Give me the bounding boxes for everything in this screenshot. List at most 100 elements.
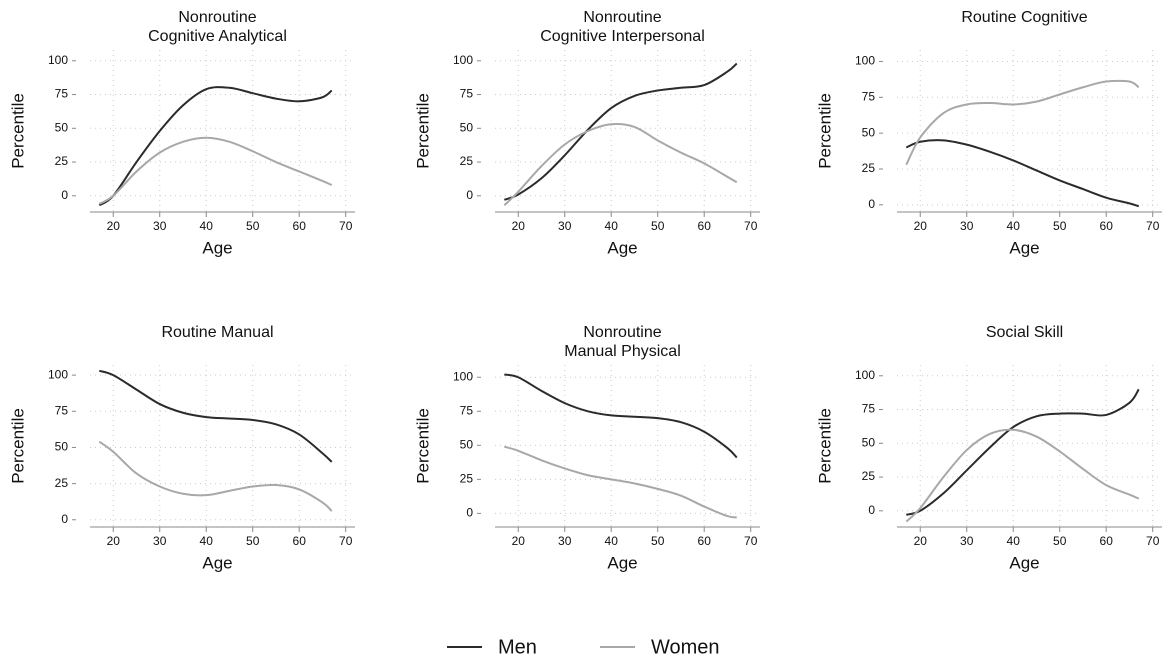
- y-tick-label: 25: [862, 469, 876, 483]
- x-tick-label: 70: [339, 534, 353, 548]
- x-tick-label: 60: [698, 534, 712, 548]
- x-tick-label: 60: [1100, 219, 1114, 233]
- series-line: [503, 62, 738, 201]
- y-axis-label: Percentile: [413, 93, 432, 169]
- chart-title: Nonroutine: [583, 9, 661, 26]
- x-tick-label: 20: [512, 219, 526, 233]
- series-line: [504, 445, 737, 519]
- x-tick-label: 50: [246, 534, 260, 548]
- y-tick-label: 0: [868, 503, 875, 517]
- chart-title: Cognitive Interpersonal: [540, 28, 705, 45]
- y-tick-label: 100: [453, 53, 473, 67]
- chart-title: Manual Physical: [564, 343, 681, 360]
- y-tick-label: 0: [868, 197, 875, 211]
- chart-title: Routine Manual: [161, 324, 273, 341]
- x-tick-label: 50: [651, 219, 665, 233]
- x-tick-label: 40: [1007, 534, 1021, 548]
- x-tick-label: 40: [200, 219, 214, 233]
- x-tick-label: 50: [246, 219, 260, 233]
- y-tick-label: 100: [48, 53, 68, 67]
- y-tick-label: 75: [862, 402, 876, 416]
- x-tick-label: 60: [698, 219, 712, 233]
- y-tick-label: 100: [855, 54, 875, 68]
- x-tick-label: 40: [605, 219, 619, 233]
- y-axis-label: Percentile: [815, 408, 834, 484]
- chart-title: Nonroutine: [178, 9, 256, 26]
- y-tick-label: 75: [55, 87, 69, 101]
- y-tick-label: 75: [460, 403, 474, 417]
- x-tick-label: 20: [512, 534, 526, 548]
- x-axis-label: Age: [202, 238, 232, 257]
- x-axis-label: Age: [607, 238, 637, 257]
- y-tick-label: 25: [55, 154, 69, 168]
- x-tick-label: 70: [744, 534, 758, 548]
- chart-title: Social Skill: [986, 324, 1063, 341]
- y-tick-label: 25: [460, 154, 474, 168]
- x-tick-label: 30: [153, 534, 167, 548]
- y-axis-label: Percentile: [815, 93, 834, 169]
- y-tick-label: 0: [466, 506, 473, 520]
- y-tick-label: 25: [862, 161, 876, 175]
- y-tick-label: 50: [55, 440, 69, 454]
- x-tick-label: 30: [960, 219, 974, 233]
- x-tick-label: 40: [1007, 219, 1021, 233]
- y-tick-label: 100: [453, 369, 473, 383]
- series-line: [99, 369, 333, 463]
- y-tick-label: 50: [55, 120, 69, 134]
- x-axis-label: Age: [202, 553, 232, 572]
- chart-title: Routine Cognitive: [961, 9, 1087, 26]
- y-axis-label: Percentile: [413, 408, 432, 484]
- y-tick-label: 100: [48, 367, 68, 381]
- x-tick-label: 30: [558, 219, 572, 233]
- y-tick-label: 50: [862, 125, 876, 139]
- series-line: [504, 373, 738, 459]
- x-tick-label: 50: [651, 534, 665, 548]
- y-tick-label: 25: [55, 476, 69, 490]
- legend-label: Men: [498, 636, 537, 658]
- y-tick-label: 0: [466, 188, 473, 202]
- series-line: [98, 86, 333, 207]
- x-tick-label: 50: [1053, 219, 1067, 233]
- y-tick-label: 75: [862, 89, 876, 103]
- chart-title: Nonroutine: [583, 324, 661, 341]
- y-tick-label: 100: [855, 368, 875, 382]
- x-tick-label: 40: [605, 534, 619, 548]
- series-line: [98, 440, 333, 512]
- x-tick-label: 60: [293, 219, 307, 233]
- series-line: [905, 139, 1140, 208]
- legend-label: Women: [651, 636, 720, 658]
- y-axis-label: Percentile: [8, 93, 27, 169]
- x-axis-label: Age: [1009, 553, 1039, 572]
- y-tick-label: 0: [61, 188, 68, 202]
- x-axis-label: Age: [1009, 238, 1039, 257]
- chart-title: Cognitive Analytical: [148, 28, 287, 45]
- x-tick-label: 30: [153, 219, 167, 233]
- x-tick-label: 30: [558, 534, 572, 548]
- x-tick-label: 60: [293, 534, 307, 548]
- series-line: [503, 123, 738, 206]
- x-tick-label: 70: [339, 219, 353, 233]
- y-tick-label: 50: [862, 435, 876, 449]
- x-tick-label: 20: [107, 534, 121, 548]
- x-tick-label: 20: [914, 219, 928, 233]
- x-tick-label: 40: [200, 534, 214, 548]
- series-line: [98, 136, 333, 205]
- x-tick-label: 70: [1146, 534, 1160, 548]
- series-line: [905, 79, 1140, 166]
- series-line: [906, 388, 1140, 516]
- y-tick-label: 50: [460, 437, 474, 451]
- x-tick-label: 30: [960, 534, 974, 548]
- x-tick-label: 70: [1146, 219, 1160, 233]
- y-tick-label: 50: [460, 120, 474, 134]
- x-tick-label: 20: [914, 534, 928, 548]
- y-tick-label: 25: [460, 472, 474, 486]
- x-tick-label: 50: [1053, 534, 1067, 548]
- x-tick-label: 60: [1100, 534, 1114, 548]
- y-tick-label: 75: [460, 87, 474, 101]
- series-line: [905, 428, 1140, 523]
- x-tick-label: 70: [744, 219, 758, 233]
- y-tick-label: 0: [61, 512, 68, 526]
- y-tick-label: 75: [55, 403, 69, 417]
- x-axis-label: Age: [607, 553, 637, 572]
